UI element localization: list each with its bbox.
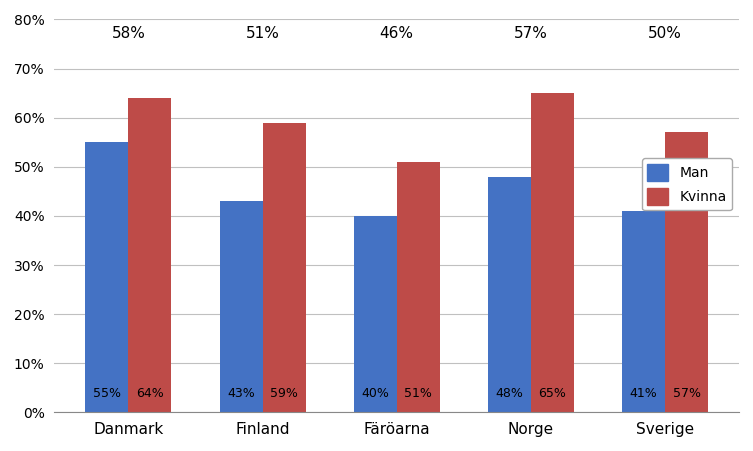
Bar xyxy=(665,133,708,412)
Text: 40%: 40% xyxy=(361,387,389,400)
Text: 46%: 46% xyxy=(380,27,413,41)
Bar xyxy=(263,123,306,412)
Text: 50%: 50% xyxy=(648,27,682,41)
Text: 57%: 57% xyxy=(514,27,548,41)
Text: 64%: 64% xyxy=(136,387,163,400)
Text: 41%: 41% xyxy=(630,387,657,400)
Text: 51%: 51% xyxy=(245,27,279,41)
Text: 51%: 51% xyxy=(404,387,432,400)
Text: 57%: 57% xyxy=(672,387,700,400)
Bar xyxy=(397,162,440,412)
Bar xyxy=(622,211,665,412)
Text: 65%: 65% xyxy=(538,387,566,400)
Bar xyxy=(220,201,263,412)
Text: 48%: 48% xyxy=(495,387,523,400)
Bar xyxy=(488,177,531,412)
Bar xyxy=(531,93,574,412)
Bar xyxy=(354,216,397,412)
Text: 58%: 58% xyxy=(111,27,145,41)
Legend: Man, Kvinna: Man, Kvinna xyxy=(642,158,732,211)
Text: 55%: 55% xyxy=(93,387,121,400)
Text: 43%: 43% xyxy=(227,387,255,400)
Bar xyxy=(129,98,172,412)
Text: 59%: 59% xyxy=(270,387,298,400)
Bar xyxy=(86,142,129,412)
